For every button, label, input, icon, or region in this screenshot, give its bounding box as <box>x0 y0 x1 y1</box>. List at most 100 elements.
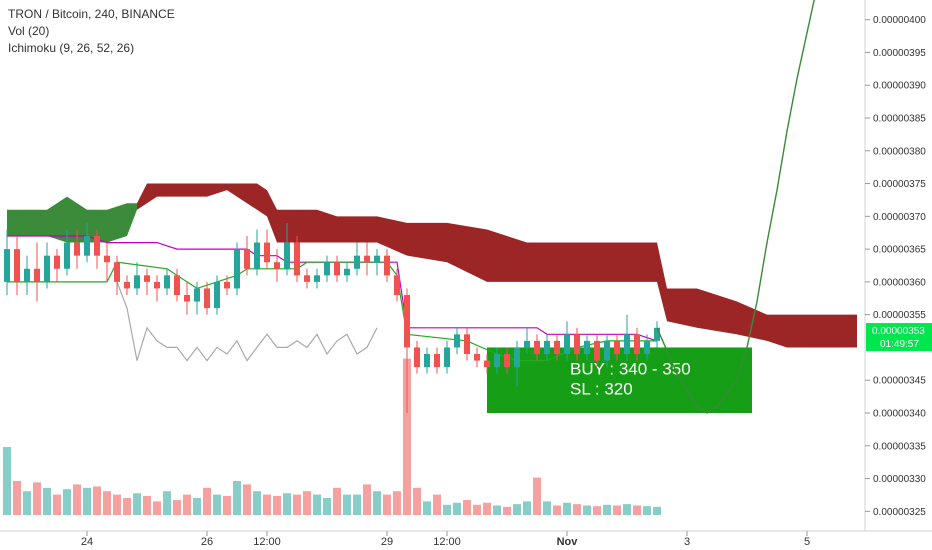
candle <box>504 347 510 374</box>
candle <box>374 249 380 276</box>
volume-bar <box>333 487 341 515</box>
price-tick-label: 0.00000370 <box>873 212 926 223</box>
volume-bar <box>403 358 411 515</box>
cloud-segment-bullish <box>127 203 137 236</box>
volume-bar <box>53 494 61 515</box>
candle-body <box>84 236 90 256</box>
candle <box>84 222 90 263</box>
price-tick-label: 0.00000395 <box>873 48 926 59</box>
candle-body <box>174 275 180 295</box>
candle-body <box>154 281 160 289</box>
candle-body <box>654 327 660 341</box>
cloud-segment-bearish <box>157 183 207 197</box>
volume-bar <box>583 505 591 515</box>
candle <box>464 327 470 361</box>
candle-body <box>24 268 30 282</box>
candle-body <box>534 340 540 354</box>
volume-bar <box>273 495 281 515</box>
volume-bar <box>463 500 471 515</box>
candle <box>174 268 180 302</box>
candle-body <box>224 281 230 289</box>
candle <box>294 236 300 282</box>
candle <box>154 275 160 302</box>
ichimoku-indicator-label[interactable]: Ichimoku (9, 26, 52, 26) <box>8 41 135 55</box>
buy-range-label: BUY : 340 - 350 <box>570 359 691 378</box>
candle <box>264 229 270 269</box>
volume-bar <box>153 501 161 515</box>
candle <box>94 229 100 269</box>
candle <box>404 288 410 413</box>
candle <box>604 334 610 368</box>
candle-body <box>504 354 510 368</box>
candle <box>514 340 520 387</box>
volume-bar <box>643 506 651 515</box>
base-line <box>7 261 657 362</box>
candle-body <box>274 262 280 269</box>
candle-body <box>34 268 40 282</box>
cloud-segment-bearish <box>377 216 407 256</box>
candle <box>274 249 280 282</box>
candle-body <box>484 360 490 368</box>
volume-indicator-label[interactable]: Vol (20) <box>8 24 50 38</box>
candle <box>44 242 50 289</box>
candle <box>424 347 430 374</box>
candle <box>324 255 330 282</box>
cloud-segment-bearish <box>337 216 377 243</box>
volume-bar <box>213 494 221 515</box>
chart-legend: TRON / Bitcoin, 240, BINANCE Vol (20) Ic… <box>8 6 175 57</box>
candle <box>74 229 80 269</box>
candle-body <box>264 242 270 263</box>
volume-bar <box>453 502 461 515</box>
candle-body <box>574 334 580 354</box>
cloud-segment-bearish <box>487 229 507 282</box>
candle-body <box>394 275 400 295</box>
candle-body <box>104 255 110 263</box>
candle-body <box>354 255 360 269</box>
price-tick-label: 0.00000325 <box>873 507 926 518</box>
candle-body <box>374 255 380 263</box>
symbol-title[interactable]: TRON / Bitcoin, 240, BINANCE <box>8 7 175 21</box>
time-tick-label: 29 <box>381 536 393 548</box>
price-axis[interactable]: 0.00000400 0.00000395 0.00000390 0.00000385… <box>865 15 926 518</box>
lagging-span <box>116 281 378 362</box>
volume-bar <box>143 495 151 515</box>
projection-curve <box>656 0 815 414</box>
volume-bar <box>293 494 301 515</box>
candle-body <box>624 334 630 354</box>
candle-body <box>604 340 610 361</box>
volume-bar <box>63 489 71 515</box>
cloud-segment-bearish <box>407 222 447 263</box>
price-tick-label: 0.00000400 <box>873 15 926 26</box>
candle-body <box>564 334 570 354</box>
cloud-segment-bearish <box>787 314 857 348</box>
candle-body <box>134 275 140 289</box>
candle-body <box>334 262 340 276</box>
candle <box>234 242 240 295</box>
time-axis[interactable]: 24 26 12:00 29 12:00 Nov 3 5 <box>81 531 810 548</box>
candle <box>354 242 360 276</box>
volume-bar <box>493 505 501 515</box>
volume-bar <box>343 494 351 515</box>
volume-bar <box>73 484 81 515</box>
price-tick-label: 0.00000390 <box>873 81 926 92</box>
volume-bar <box>433 494 441 515</box>
candle <box>654 321 660 348</box>
candle-body <box>144 275 150 282</box>
candle <box>4 229 10 295</box>
volume-bar <box>313 494 321 515</box>
candle <box>484 354 490 374</box>
cloud-segment-bearish <box>147 183 157 204</box>
trade-annotation: BUY : 340 - 350 SL : 320 <box>487 347 752 413</box>
candle-body <box>54 255 60 269</box>
volume-bar <box>163 491 171 515</box>
time-tick-label: 26 <box>201 536 213 548</box>
volume-bar <box>593 506 601 515</box>
volume-bar <box>353 494 361 515</box>
buy-zone-box <box>487 347 752 413</box>
candle-body <box>164 275 170 289</box>
time-tick-label: 12:00 <box>433 536 461 548</box>
candle-body <box>294 242 300 276</box>
last-price-background <box>866 323 932 352</box>
candle <box>184 281 190 315</box>
